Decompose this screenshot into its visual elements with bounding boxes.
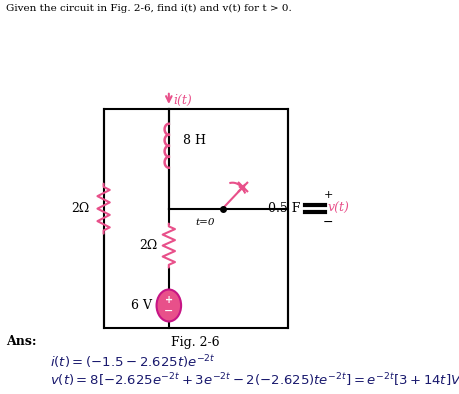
Text: −: − [164, 305, 174, 316]
Text: i(t): i(t) [174, 94, 192, 107]
Text: $v(t) = 8[-2.625e^{-2t}+3e^{-2t}-2(-2.625)te^{-2t}]=e^{-2t}[3+14t]V$: $v(t) = 8[-2.625e^{-2t}+3e^{-2t}-2(-2.62… [50, 372, 459, 389]
Text: +: + [324, 190, 333, 200]
Text: Fig. 2-6: Fig. 2-6 [171, 336, 220, 349]
Text: 8 H: 8 H [183, 134, 206, 147]
Text: 2Ω: 2Ω [72, 202, 90, 215]
Text: 0.5 F: 0.5 F [268, 202, 300, 215]
Text: Ans:: Ans: [6, 335, 37, 348]
Text: 2Ω: 2Ω [139, 239, 157, 252]
Text: $i(t) = (-1.5-2.625t)e^{-2t}$: $i(t) = (-1.5-2.625t)e^{-2t}$ [50, 353, 216, 371]
Text: Given the circuit in Fig. 2-6, find i(t) and v(t) for t > 0.: Given the circuit in Fig. 2-6, find i(t)… [6, 4, 292, 13]
Text: t=0: t=0 [195, 218, 215, 227]
Text: v(t): v(t) [328, 202, 350, 215]
Text: −: − [323, 216, 334, 229]
Text: +: + [165, 296, 173, 305]
Circle shape [157, 290, 181, 322]
Text: 6 V: 6 V [131, 299, 152, 312]
